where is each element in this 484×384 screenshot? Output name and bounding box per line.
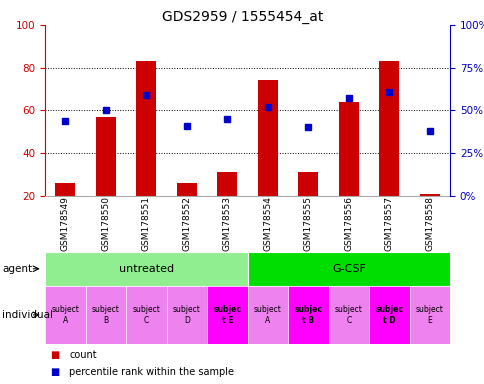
- Text: GSM178553: GSM178553: [222, 196, 231, 251]
- Bar: [378, 61, 399, 196]
- Text: subject
A: subject A: [254, 305, 281, 324]
- Bar: [126, 286, 166, 344]
- Text: GSM178549: GSM178549: [60, 196, 70, 251]
- Text: G-CSF: G-CSF: [331, 264, 365, 274]
- Text: GSM178557: GSM178557: [384, 196, 393, 251]
- Text: GSM178550: GSM178550: [101, 196, 110, 251]
- Text: agent: agent: [2, 264, 32, 274]
- Text: GSM178556: GSM178556: [344, 196, 353, 251]
- Bar: [287, 286, 328, 344]
- Text: percentile rank within the sample: percentile rank within the sample: [69, 367, 234, 377]
- Bar: [338, 102, 358, 196]
- Text: subject
B: subject B: [92, 305, 120, 324]
- Bar: [409, 286, 449, 344]
- Bar: [247, 252, 449, 286]
- Bar: [136, 61, 156, 196]
- Bar: [419, 194, 439, 196]
- Bar: [368, 286, 409, 344]
- Text: ■: ■: [50, 350, 59, 360]
- Bar: [176, 183, 197, 196]
- Bar: [85, 286, 126, 344]
- Bar: [257, 81, 277, 196]
- Text: GSM178555: GSM178555: [303, 196, 312, 251]
- Text: subject
C: subject C: [132, 305, 160, 324]
- Text: subjec
t D: subjec t D: [375, 305, 403, 324]
- Text: GSM178554: GSM178554: [263, 196, 272, 251]
- Text: subject
A: subject A: [51, 305, 79, 324]
- Bar: [247, 286, 287, 344]
- Bar: [166, 286, 207, 344]
- Bar: [298, 172, 318, 196]
- Text: individual: individual: [2, 310, 53, 320]
- Text: subjec
t B: subjec t B: [294, 305, 322, 324]
- Bar: [328, 286, 368, 344]
- Text: subject
D: subject D: [173, 305, 200, 324]
- Text: GDS2959 / 1555454_at: GDS2959 / 1555454_at: [162, 10, 322, 23]
- Bar: [45, 286, 85, 344]
- Text: untreated: untreated: [119, 264, 174, 274]
- Bar: [217, 172, 237, 196]
- Text: GSM178558: GSM178558: [424, 196, 434, 251]
- Text: GSM178551: GSM178551: [141, 196, 151, 251]
- Text: subject
E: subject E: [415, 305, 443, 324]
- Bar: [95, 117, 116, 196]
- Bar: [207, 286, 247, 344]
- Bar: [45, 252, 247, 286]
- Text: subject
C: subject C: [334, 305, 362, 324]
- Text: count: count: [69, 350, 97, 360]
- Text: GSM178552: GSM178552: [182, 196, 191, 251]
- Text: ■: ■: [50, 367, 59, 377]
- Text: subjec
t E: subjec t E: [213, 305, 241, 324]
- Bar: [55, 183, 76, 196]
